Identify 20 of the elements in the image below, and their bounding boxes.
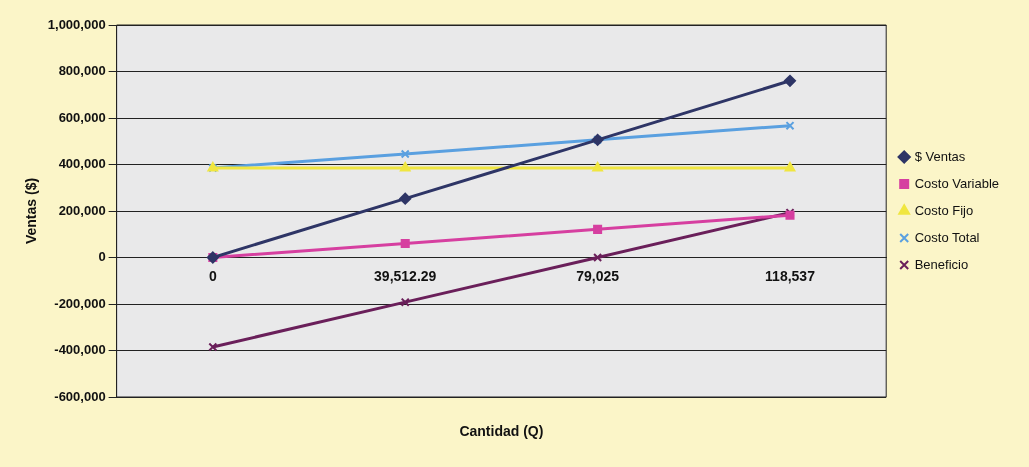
y-tick-label: 0 bbox=[98, 249, 106, 265]
x-tick-label: 0 bbox=[208, 267, 217, 284]
y-tick-label: -600,000 bbox=[54, 388, 106, 404]
y-tick-label: 1,000,000 bbox=[47, 16, 106, 32]
y-tick-label: -200,000 bbox=[54, 295, 106, 311]
legend-label: Costo Total bbox=[914, 229, 980, 245]
x-tick-label: 79,025 bbox=[576, 267, 620, 284]
y-axis-title: Ventas ($) bbox=[23, 177, 40, 245]
legend-label: Costo Fijo bbox=[914, 202, 974, 218]
x-tick-label: 118,537 bbox=[765, 267, 816, 284]
legend-label: Costo Variable bbox=[914, 175, 1000, 191]
y-tick-label: 800,000 bbox=[58, 63, 106, 79]
y-tick-label: -400,000 bbox=[54, 342, 106, 358]
legend-label: $ Ventas bbox=[914, 148, 966, 164]
y-tick-label: 200,000 bbox=[58, 202, 106, 218]
x-tick-label: 39,512.29 bbox=[374, 267, 437, 284]
y-tick-label: 600,000 bbox=[58, 109, 106, 125]
legend-label: Beneficio bbox=[914, 256, 969, 272]
x-axis-title: Cantidad (Q) bbox=[459, 422, 544, 439]
y-tick-label: 400,000 bbox=[58, 156, 106, 172]
